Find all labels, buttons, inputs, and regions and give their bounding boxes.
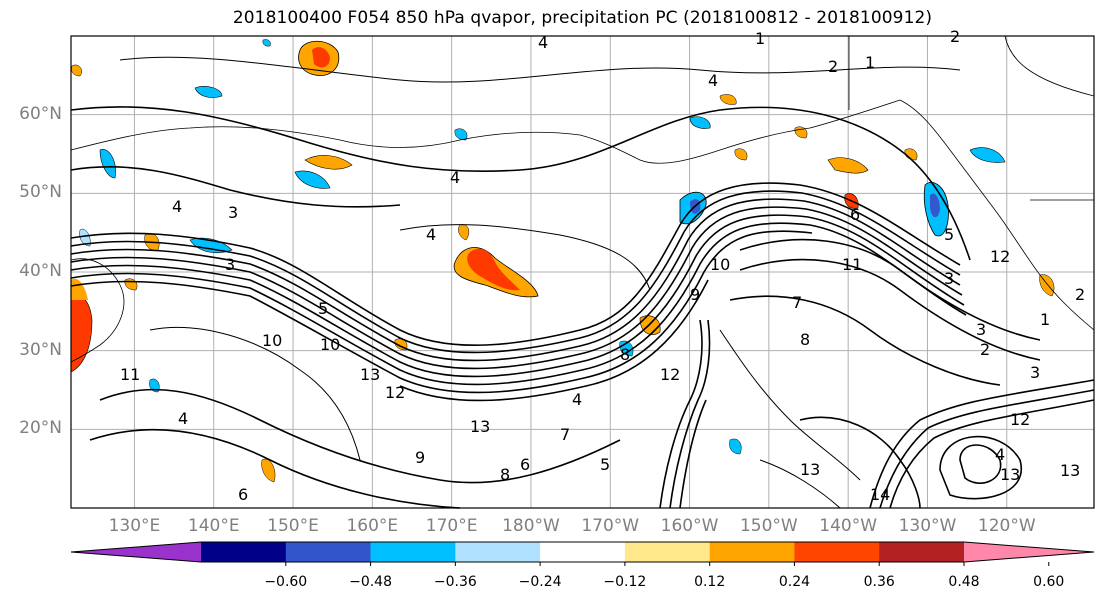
contour-label: 10 — [320, 335, 340, 354]
lat-label: 50°N — [19, 182, 62, 203]
contour-label: 13 — [1060, 461, 1080, 480]
contour-label: 6 — [238, 485, 248, 504]
contour-label: 9 — [690, 285, 700, 304]
contour-label: 8 — [620, 345, 630, 364]
contour-label: 1 — [755, 29, 765, 48]
contour-label: 13 — [800, 460, 820, 479]
contour-label: 6 — [520, 455, 530, 474]
colorbar — [70, 541, 1095, 566]
colorbar-segment — [794, 542, 880, 562]
map-title: 2018100400 F054 850 hPa qvapor, precipit… — [232, 8, 933, 28]
colorbar-segment — [285, 542, 372, 562]
contour-label: 10 — [262, 331, 282, 350]
lon-label: 130°W — [898, 516, 957, 536]
contour-label: 4 — [426, 225, 436, 244]
contour-label: 3 — [1030, 363, 1040, 382]
contour-label: 11 — [842, 255, 862, 274]
contour-label: 9 — [415, 448, 425, 467]
contour-label: 6 — [850, 205, 860, 224]
lat-label: 60°N — [19, 103, 62, 124]
contour-label: 3 — [944, 269, 954, 288]
colorbar-tick-label: −0.36 — [433, 574, 477, 590]
contour-label: 11 — [120, 365, 140, 384]
contour-label: 13 — [360, 365, 380, 384]
lon-label: 170°W — [581, 516, 640, 536]
contour-label: 12 — [660, 365, 680, 384]
contour-label: 3 — [228, 203, 238, 222]
colorbar-tick-label: −0.48 — [349, 574, 392, 590]
colorbar-tick-label: 0.48 — [948, 574, 980, 590]
colorbar-segment — [879, 542, 965, 562]
colorbar-segment — [709, 542, 795, 562]
contour-label: 4 — [450, 168, 460, 187]
contour-label: 2 — [1075, 285, 1085, 304]
colorbar-tick-label: 0.24 — [778, 574, 811, 590]
lon-label: 120°W — [977, 516, 1036, 536]
contour-label: 4 — [708, 71, 718, 90]
lon-label: 160°E — [346, 516, 399, 536]
contour-label: 2 — [980, 340, 990, 359]
contour-label: 4 — [172, 197, 182, 216]
contour-label: 4 — [178, 409, 188, 428]
contour-label: 12 — [1010, 410, 1030, 429]
colorbar-tick-label: 0.36 — [863, 574, 895, 590]
contour-label: 10 — [710, 255, 730, 274]
colorbar-tick-label: −0.12 — [603, 574, 647, 590]
lon-label: 150°E — [267, 516, 319, 536]
contour-label: 2 — [950, 27, 960, 46]
contour-label: 5 — [318, 299, 328, 318]
positive-precip-shading — [70, 40, 1055, 483]
coastlines — [70, 35, 1095, 363]
lon-label: 140°E — [187, 516, 240, 536]
lon-label: 180°W — [502, 516, 560, 536]
lon-label: 170°E — [425, 516, 478, 536]
contour-label: 7 — [792, 293, 802, 312]
contour-label: 2 — [828, 57, 838, 76]
colorbar-segment — [964, 542, 1094, 562]
contour-label: 14 — [870, 485, 890, 504]
contour-label: 5 — [600, 455, 610, 474]
lat-label: 40°N — [19, 261, 62, 281]
graticule — [71, 36, 1094, 508]
contour-label: 4 — [995, 445, 1005, 464]
contour-label: 3 — [976, 320, 986, 339]
contour-label: 1 — [1040, 310, 1050, 329]
qvapor-contours-thin — [119, 56, 961, 509]
colorbar-segment — [201, 542, 287, 562]
colorbar-segment — [370, 542, 456, 562]
lon-label: 150°W — [739, 516, 798, 536]
colorbar-segment — [540, 542, 626, 562]
contour-label: 12 — [385, 383, 405, 402]
contour-label: 4 — [572, 390, 582, 409]
colorbar-segment — [455, 542, 541, 562]
colorbar-tick-label: 0.12 — [694, 574, 726, 590]
contour-label: 12 — [990, 247, 1010, 266]
contour-label: 8 — [800, 330, 810, 349]
contour-label: 13 — [470, 417, 490, 436]
colorbar-segment — [624, 542, 711, 562]
lat-label: 20°N — [19, 418, 62, 439]
lon-label: 140°W — [819, 516, 878, 536]
contour-label: 8 — [500, 465, 510, 484]
colorbar-tick-label: −0.24 — [518, 574, 562, 590]
qvapor-contours — [70, 106, 1095, 509]
contour-label: 13 — [1000, 465, 1020, 484]
contour-label: 5 — [944, 225, 954, 244]
map-panel — [70, 35, 1095, 509]
lon-label: 130°E — [108, 516, 161, 536]
contour-label: 4 — [538, 33, 548, 52]
lon-label: 160°W — [660, 516, 719, 536]
colorbar-tick-label: 0.60 — [1033, 574, 1065, 590]
colorbar-outline — [70, 541, 1095, 563]
colorbar-segment — [71, 542, 201, 562]
contour-label: 1 — [865, 53, 875, 72]
contour-label: 7 — [560, 425, 570, 444]
colorbar-tick-label: −0.60 — [264, 574, 308, 590]
lat-label: 30°N — [19, 339, 62, 360]
contour-label: 3 — [225, 255, 235, 274]
